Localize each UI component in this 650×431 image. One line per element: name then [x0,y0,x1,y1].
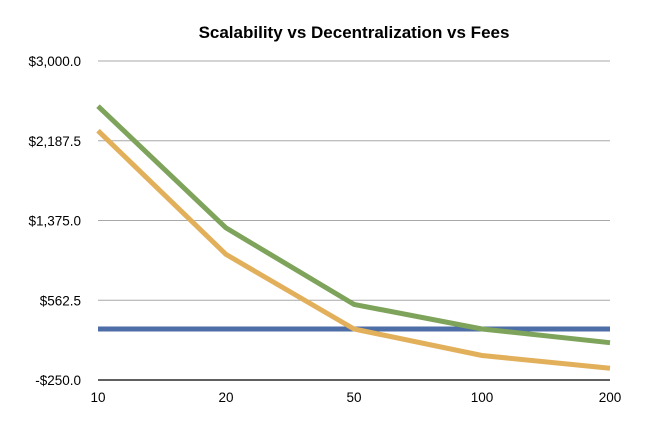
y-tick-label: $562.5 [40,293,81,308]
y-tick-label: $2,187.5 [28,134,81,149]
x-tick-label: 100 [471,390,494,405]
series-lines [96,104,611,371]
x-tick-label: 50 [346,390,361,405]
x-tick-label: 200 [599,390,622,405]
grid-lines [98,60,610,381]
y-tick-label: $3,000.0 [28,54,81,69]
y-axis-tick-labels: $3,000.0 $2,187.5 $1,375.0 $562.5 -$250.0 [28,54,81,388]
chart-title: Scalability vs Decentralization vs Fees [199,23,510,42]
series-line-1 [96,128,611,371]
y-tick-label: $1,375.0 [28,214,81,229]
x-tick-label: 20 [218,390,233,405]
y-tick-label: -$250.0 [35,373,81,388]
series-line-0 [96,104,611,346]
x-axis-tick-labels: 10 20 50 100 200 [90,390,621,405]
x-tick-label: 10 [90,390,105,405]
